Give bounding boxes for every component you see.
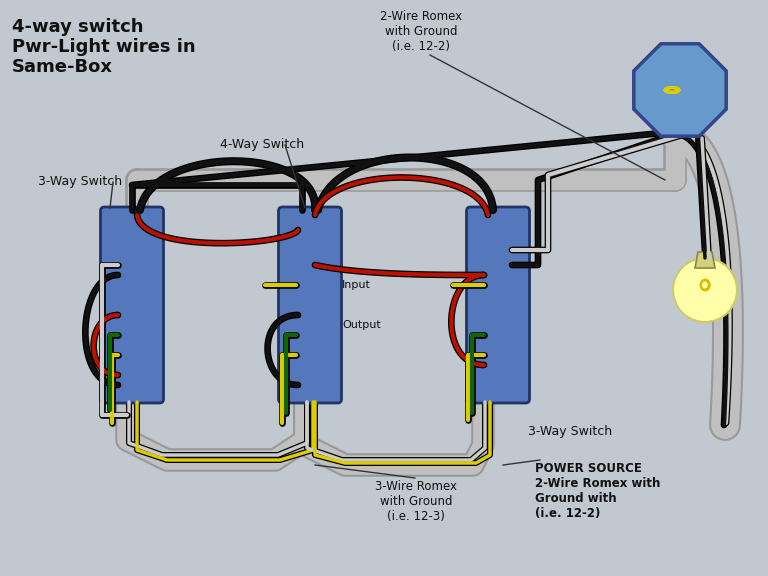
Text: 3-Wire Romex
with Ground
(i.e. 12-3): 3-Wire Romex with Ground (i.e. 12-3) — [375, 480, 457, 523]
FancyBboxPatch shape — [279, 207, 342, 403]
Text: Output: Output — [342, 320, 381, 330]
Text: 2-Wire Romex
with Ground
(i.e. 12-2): 2-Wire Romex with Ground (i.e. 12-2) — [380, 10, 462, 53]
Circle shape — [673, 258, 737, 322]
Text: 4-Way Switch: 4-Way Switch — [220, 138, 304, 151]
Text: Pwr-Light wires in: Pwr-Light wires in — [12, 38, 196, 56]
Text: 4-way switch: 4-way switch — [12, 18, 144, 36]
Text: 3-Way Switch: 3-Way Switch — [528, 425, 612, 438]
FancyBboxPatch shape — [101, 207, 164, 403]
Polygon shape — [634, 44, 727, 136]
Text: Same-Box: Same-Box — [12, 58, 113, 76]
Polygon shape — [695, 252, 715, 268]
FancyBboxPatch shape — [466, 207, 529, 403]
Text: POWER SOURCE
2-Wire Romex with
Ground with
(i.e. 12-2): POWER SOURCE 2-Wire Romex with Ground wi… — [535, 462, 660, 520]
Text: Input: Input — [342, 280, 371, 290]
Text: 3-Way Switch: 3-Way Switch — [38, 175, 122, 188]
